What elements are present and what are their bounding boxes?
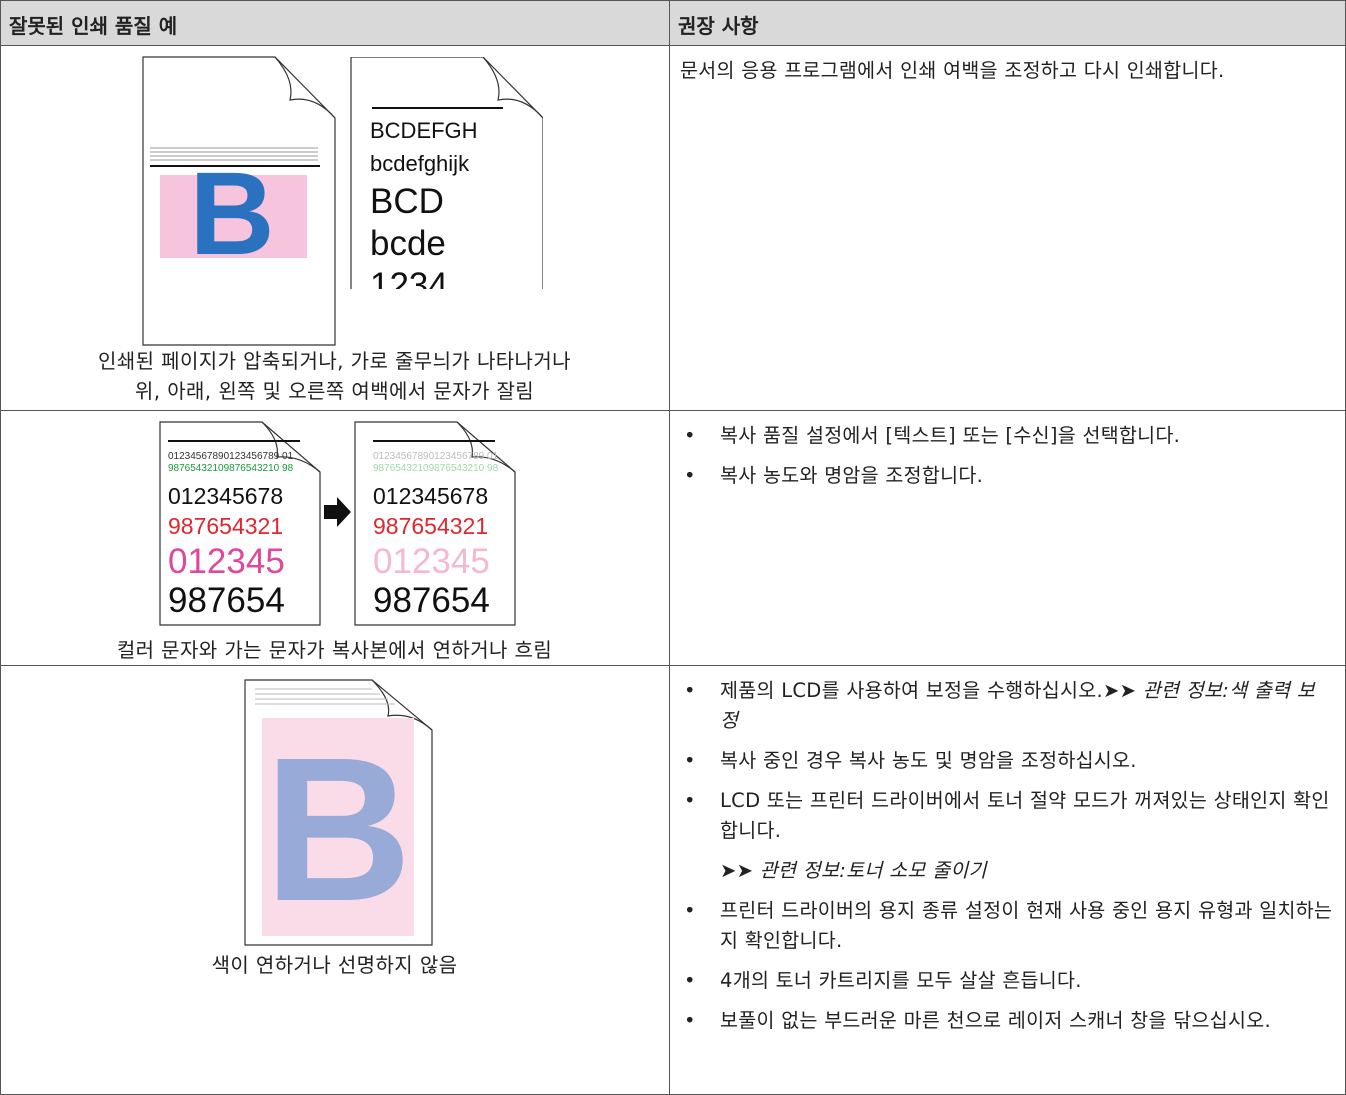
arrow [324, 497, 351, 527]
page [351, 57, 543, 289]
sample-text: bcdefghijk [370, 151, 470, 176]
item-text: 복사 중인 경우 복사 농도 및 명암을 조정하십시오. [720, 749, 1137, 772]
recommendation-item: 복사 농도와 명암을 조정합니다. [680, 461, 1333, 491]
sample-text: BCD [370, 182, 444, 221]
recommendation-item: LCD 또는 프린터 드라이버에서 토너 절약 모드가 꺼져있는 상태인지 확인… [680, 786, 1333, 846]
recommendation-list: 제품의 LCD를 사용하여 보정을 수행하십시오.➤➤ 관련 정보:색 출력 보… [680, 676, 1333, 1036]
caption-line: 위, 아래, 왼쪽 및 오른쪽 여백에서 문자가 잘림 [134, 379, 535, 403]
caption: 색이 연하거나 선명하지 않음 [0, 950, 669, 980]
link-prefix: ➤➤ [1102, 679, 1137, 702]
sample-text: 012345 [168, 542, 285, 581]
page-fold [371, 679, 433, 731]
sample-text: 987654 [373, 581, 490, 620]
caption-line: 인쇄된 페이지가 압축되거나, 가로 줄무늬가 나타나거나 [98, 349, 571, 373]
sample-text: 012345678 [168, 483, 283, 509]
item-text: 4개의 토너 카트리지를 모두 살살 흔듭니다. [720, 969, 1082, 992]
recommendation-item: 프린터 드라이버의 용지 종류 설정이 현재 사용 중인 용지 유형과 일치하는… [680, 896, 1333, 956]
recommendation-item: 복사 품질 설정에서 [텍스트] 또는 [수신]을 선택합니다. [680, 421, 1333, 451]
sample-text: 1234 [370, 266, 448, 305]
header-cell: 잘못된 인쇄 품질 예 [0, 0, 670, 46]
recommendation-cell: 제품의 LCD를 사용하여 보정을 수행하십시오.➤➤ 관련 정보:색 출력 보… [669, 665, 1346, 1095]
sample-text: 987654 [168, 581, 285, 620]
item-text: 복사 품질 설정에서 [텍스트] 또는 [수신]을 선택합니다. [720, 424, 1181, 447]
sample-text: 98765432109876543210 98 [168, 463, 294, 474]
sample-text: 987654321 [168, 513, 283, 539]
item-text: 제품의 LCD를 사용하여 보정을 수행하십시오. [720, 679, 1103, 702]
related-link[interactable]: 관련 정보:색 출력 보정 [720, 679, 1316, 732]
recommendation-list: 복사 품질 설정에서 [텍스트] 또는 [수신]을 선택합니다. 복사 농도와 명… [680, 421, 1333, 491]
recommendation-item: 보풀이 없는 부드러운 마른 천으로 레이저 스캐너 창을 닦으십시오. [680, 1006, 1333, 1036]
recommendation-item: 제품의 LCD를 사용하여 보정을 수행하십시오.➤➤ 관련 정보:색 출력 보… [680, 676, 1333, 736]
recommendation: 문서의 응용 프로그램에서 인쇄 여백을 조정하고 다시 인쇄합니다. [680, 59, 1225, 82]
tiny-text [150, 147, 318, 161]
caption-line: 컬러 문자와 가는 문자가 복사본에서 연하거나 흐림 [116, 638, 553, 662]
caption-line: 색이 연하거나 선명하지 않음 [211, 953, 458, 977]
related-note: ➤➤ 관련 정보:토너 소모 줄이기 [680, 856, 1333, 886]
color-block [262, 718, 414, 936]
page-fold [274, 56, 336, 119]
copy-original: 01234567890123456789 01 9876543210987654… [159, 421, 321, 626]
big-letter: B [189, 148, 274, 280]
recommendation-item: 4개의 토너 카트리지를 모두 살살 흔듭니다. [680, 966, 1333, 996]
sample-text: 98765432109876543210 98 [373, 463, 499, 474]
header-cell: 권장 사항 [669, 0, 1346, 46]
item-text: 보풀이 없는 부드러운 마른 천으로 레이저 스캐너 창을 닦으십시오. [720, 1009, 1271, 1032]
recommendation-item: 복사 중인 경우 복사 농도 및 명암을 조정하십시오. [680, 746, 1333, 776]
sample-text: bcde [370, 224, 446, 263]
copy-result: 01234567890123456789 01 9876543210987654… [354, 421, 516, 626]
illustrations: B BCDEFGH bcdefghijk BCD bcde 1234 01234… [142, 56, 543, 946]
big-letter: B [264, 715, 412, 944]
caption: 컬러 문자와 가는 문자가 복사본에서 연하거나 흐림 [0, 635, 669, 665]
link-prefix: ➤➤ [720, 859, 754, 882]
item-text: 복사 농도와 명암을 조정합니다. [720, 464, 984, 487]
tiny-text [255, 688, 395, 705]
item-text: 프린터 드라이버의 용지 종류 설정이 현재 사용 중인 용지 유형과 일치하는… [720, 899, 1333, 952]
related-link[interactable]: 관련 정보:토너 소모 줄이기 [759, 859, 987, 882]
sample-text: 01234567890123456789 01 [373, 451, 499, 462]
color-block [160, 175, 307, 258]
sample-text: 012345 [373, 542, 490, 581]
recommendation-cell: 문서의 응용 프로그램에서 인쇄 여백을 조정하고 다시 인쇄합니다. [669, 45, 1346, 411]
sample-text: 987654321 [373, 513, 488, 539]
sample-text: 012345678 [373, 483, 488, 509]
sample-text: 01234567890123456789 01 [168, 451, 294, 462]
recommendation-cell: 복사 품질 설정에서 [텍스트] 또는 [수신]을 선택합니다. 복사 농도와 명… [669, 410, 1346, 666]
item-text: LCD 또는 프린터 드라이버에서 토너 절약 모드가 꺼져있는 상태인지 확인… [720, 789, 1330, 842]
page-fold [482, 57, 543, 119]
sample-text: BCDEFGH [370, 118, 478, 143]
